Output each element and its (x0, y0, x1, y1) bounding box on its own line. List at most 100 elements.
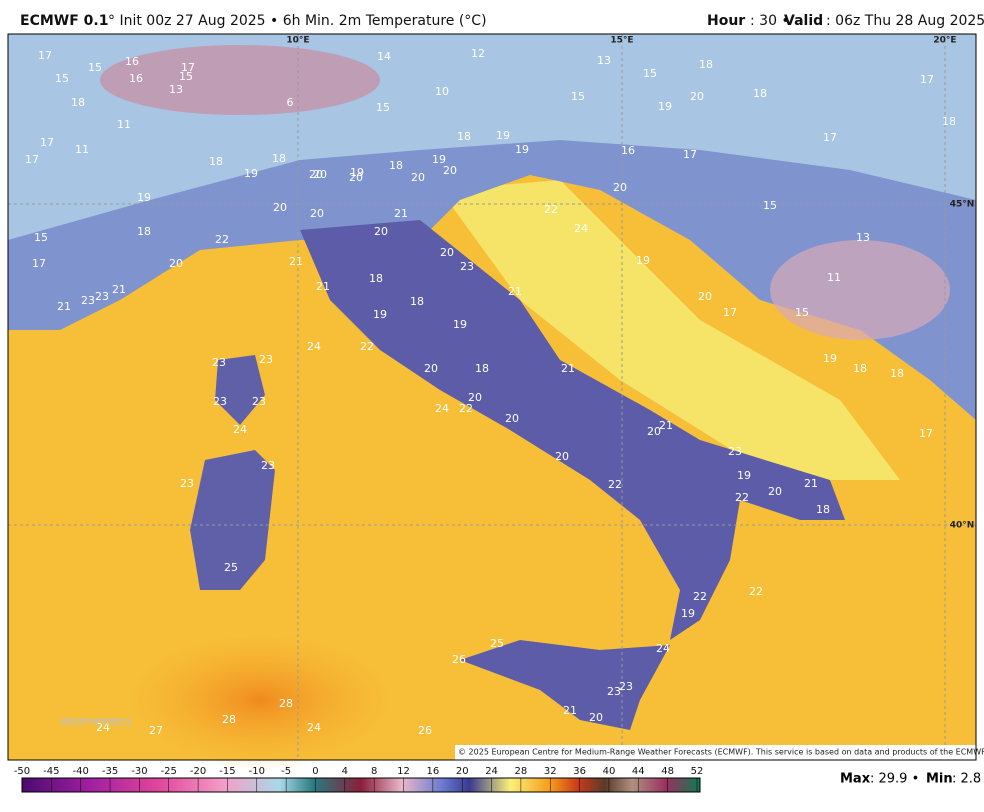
temperature-label: 24 (307, 340, 321, 353)
temperature-label: 20 (505, 412, 519, 425)
min-label: Min (926, 772, 953, 787)
temperature-label: 18 (699, 58, 713, 71)
temperature-label: 18 (137, 225, 151, 238)
temperature-label: 17 (683, 148, 697, 161)
temperature-label: 11 (117, 118, 131, 131)
temperature-label: 23 (619, 680, 633, 693)
graticule-label: 20°E (933, 36, 956, 46)
colorbar-tick-label: -25 (161, 766, 177, 777)
temperature-label: 17 (723, 306, 737, 319)
temperature-label: 24 (574, 222, 588, 235)
temperature-label: 15 (376, 101, 390, 114)
colorbar-tick-label: 16 (427, 766, 440, 777)
max: : 29.9 • (870, 772, 923, 787)
temperature-label: 17 (38, 49, 52, 62)
colorbar: -50 -45 -40 -35 -30 -25 -20 -15 -10 -5 0 4 8 12 16 20 24… (14, 766, 704, 793)
temperature-label: 18 (272, 152, 286, 165)
graticule-label: 15°E (610, 36, 633, 46)
temperature-label: 21 (394, 207, 408, 220)
temperature-label: 22 (215, 233, 229, 246)
temperature-label: 18 (753, 87, 767, 100)
temperature-label: 28 (222, 713, 236, 726)
colorbar-tick-label: 32 (544, 766, 557, 777)
sicily (460, 640, 670, 730)
temperature-label: 22 (360, 340, 374, 353)
temperature-label: 20 (647, 425, 661, 438)
temperature-label: 17 (919, 427, 933, 440)
temperature-label: 24 (656, 642, 670, 655)
temperature-label: 17 (32, 257, 46, 270)
colorbar-tick-label: 52 (691, 766, 704, 777)
temperature-label: 20 (411, 171, 425, 184)
temperature-label: 15 (643, 67, 657, 80)
temperature-label: 19 (681, 607, 695, 620)
temperature-label: 17 (920, 73, 934, 86)
temperature-label: 19 (432, 153, 446, 166)
model: ECMWF 0.1 (20, 13, 108, 29)
colorbar-tick-label: -30 (131, 766, 147, 777)
temperature-label: 18 (475, 362, 489, 375)
temperature-label: 26 (452, 653, 466, 666)
valid: : 06z Thu 28 Aug 2025 (826, 13, 984, 29)
temperature-label: 20 (349, 171, 363, 184)
temperature-label: 13 (169, 83, 183, 96)
temperature-label: 21 (289, 255, 303, 268)
temperature-label: 24 (96, 721, 110, 734)
temperature-label: 17 (40, 136, 54, 149)
temperature-label: 24 (307, 721, 321, 734)
graticule-label: 45°N (950, 200, 975, 210)
temperature-label: 22 (735, 491, 749, 504)
temperature-label: 19 (244, 167, 258, 180)
temperature-label: 16 (129, 72, 143, 85)
balkan-cold (770, 240, 950, 340)
temperature-label: 19 (350, 166, 364, 179)
temperature-label: 19 (453, 318, 467, 331)
temperature-label: 20 (468, 391, 482, 404)
temperature-label: 21 (563, 704, 577, 717)
colorbar-tick-label: -35 (102, 766, 118, 777)
colorbar-tick-label: -50 (14, 766, 30, 777)
temperature-label: 20 (698, 290, 712, 303)
temperature-label: 23 (259, 353, 273, 366)
temperature-label: 20 (555, 450, 569, 463)
temperature-label: 18 (209, 155, 223, 168)
alps-cold (100, 45, 380, 115)
temperature-label: 12 (471, 47, 485, 60)
temperature-label: 19 (823, 352, 837, 365)
temperature-label: 19 (636, 254, 650, 267)
temperature-label: 20 (374, 225, 388, 238)
corsica (215, 355, 265, 425)
temperature-label: 16 (125, 55, 139, 68)
temperature-label: 21 (316, 280, 330, 293)
colorbar-tick-label: 36 (573, 766, 586, 777)
temperature-label: 25 (490, 637, 504, 650)
colorbar-tick-label: 12 (397, 766, 410, 777)
temperature-label: 20 (313, 168, 327, 181)
temperature-label: 20 (440, 246, 454, 259)
temperature-label: 22 (608, 478, 622, 491)
temperature-label: 19 (137, 191, 151, 204)
temperature-label: 28 (279, 697, 293, 710)
header: ECMWF 0.1 ° Init 00z 27 Aug 2025 • 6h Mi… (20, 13, 984, 29)
temperature-label: 19 (515, 143, 529, 156)
temperature-label: 15 (795, 306, 809, 319)
temperature-label: 17 (181, 61, 195, 74)
sardinia (190, 450, 275, 590)
temperature-label: 15 (34, 231, 48, 244)
temperature-label: 24 (233, 423, 247, 436)
temperature-label: 19 (658, 100, 672, 113)
temperature-label: 23 (213, 395, 227, 408)
temperature-label: 15 (571, 90, 585, 103)
temperature-label: 23 (95, 290, 109, 303)
valid-label: Valid (784, 13, 823, 29)
colorbar-tick-label: 48 (661, 766, 674, 777)
temperature-label: 11 (75, 143, 89, 156)
temperature-label: 21 (508, 285, 522, 298)
temperature-label: 16 (621, 144, 635, 157)
temperature-label: 23 (81, 294, 95, 307)
temperature-label: 21 (57, 300, 71, 313)
copyright-box (455, 745, 976, 760)
temperature-label: 18 (890, 367, 904, 380)
